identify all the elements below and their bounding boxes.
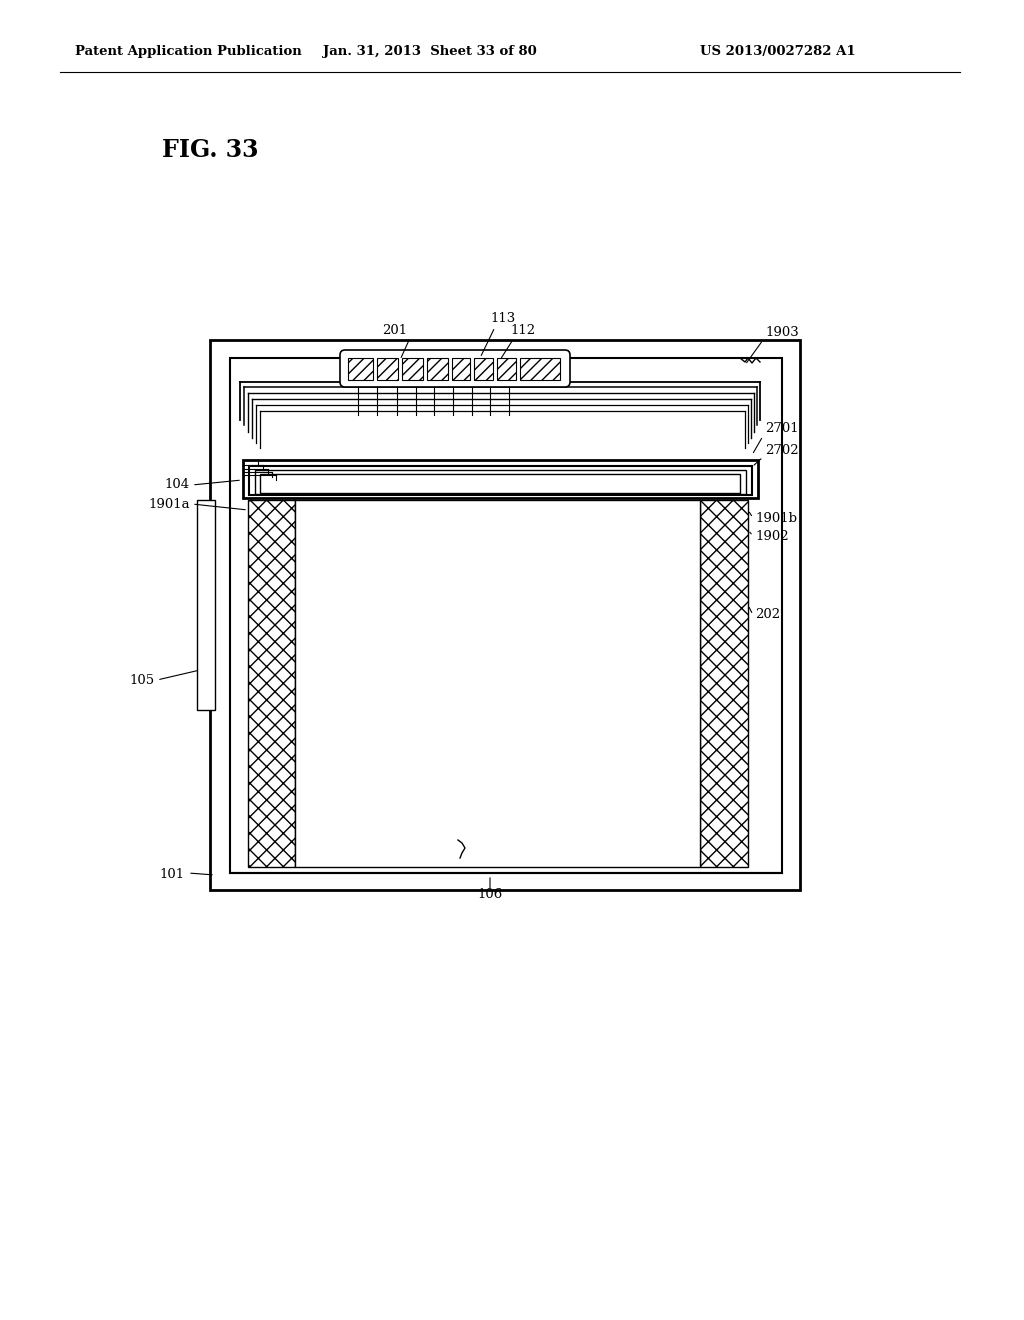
Text: 1902: 1902 — [755, 529, 788, 543]
Bar — [474, 358, 493, 380]
Bar — [249, 466, 752, 495]
Bar — [210, 341, 800, 890]
Bar — [348, 358, 373, 380]
Bar — [260, 474, 740, 492]
Bar — [255, 470, 746, 494]
Bar — [377, 358, 398, 380]
Text: Jan. 31, 2013  Sheet 33 of 80: Jan. 31, 2013 Sheet 33 of 80 — [324, 45, 537, 58]
Text: 1903: 1903 — [765, 326, 799, 339]
Bar — [243, 459, 758, 498]
Bar — [197, 500, 215, 710]
Bar — [230, 358, 782, 873]
Bar — [497, 358, 516, 380]
Bar — [402, 358, 423, 380]
Text: 105: 105 — [130, 673, 155, 686]
Bar — [248, 500, 295, 867]
Text: 1901a: 1901a — [148, 498, 190, 511]
Bar — [700, 500, 748, 867]
Text: 201: 201 — [382, 323, 408, 337]
FancyBboxPatch shape — [340, 350, 570, 387]
Text: US 2013/0027282 A1: US 2013/0027282 A1 — [700, 45, 856, 58]
Text: FIG. 33: FIG. 33 — [162, 139, 258, 162]
Bar — [452, 358, 470, 380]
Text: Patent Application Publication: Patent Application Publication — [75, 45, 302, 58]
Bar — [427, 358, 449, 380]
Bar — [295, 500, 700, 867]
Text: 112: 112 — [510, 323, 536, 337]
Text: 202: 202 — [755, 609, 780, 622]
Text: 1901b: 1901b — [755, 511, 797, 524]
Text: 104: 104 — [165, 479, 190, 491]
Text: 2702: 2702 — [765, 444, 799, 457]
Text: 2701: 2701 — [765, 421, 799, 434]
Bar — [520, 358, 560, 380]
Text: 106: 106 — [477, 888, 503, 902]
Text: 101: 101 — [160, 869, 185, 882]
Text: 113: 113 — [490, 312, 515, 325]
